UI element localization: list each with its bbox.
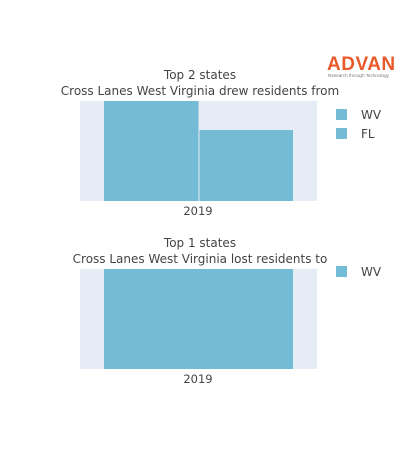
chart-2-subtitle: Cross Lanes West Virginia lost residents… (73, 252, 328, 266)
chart-2-legend: WV (336, 265, 382, 279)
chart-1-x-tick: 2019 (183, 204, 212, 218)
chart-1-title: Top 2 states (163, 68, 236, 82)
chart-1-bars (104, 101, 293, 201)
chart-2-bars (104, 269, 293, 369)
chart-1-legend-swatch-fl (336, 128, 347, 139)
chart-1-legend-label-fl: FL (361, 127, 375, 141)
chart-2-legend-swatch-wv (336, 266, 347, 277)
chart-1-subtitle: Cross Lanes West Virginia drew residents… (61, 84, 339, 98)
advan-logo: ADVAN Research through Technology (327, 54, 396, 78)
chart-1-legend-swatch-wv (336, 109, 347, 120)
chart-1-legend-label-wv: WV (361, 108, 382, 122)
chart-2-x-tick: 2019 (183, 372, 212, 386)
bar-wv[interactable] (104, 101, 199, 201)
bar-fl[interactable] (199, 130, 294, 201)
chart-1: Top 2 states Cross Lanes West Virginia d… (61, 68, 382, 218)
chart-1-legend-item-wv[interactable]: WV (336, 108, 382, 122)
chart-1-legend: WV FL (336, 108, 382, 141)
chart-2-legend-label-wv: WV (361, 265, 382, 279)
chart-1-legend-item-fl[interactable]: FL (336, 127, 375, 141)
logo-tagline: Research through Technology (328, 73, 390, 78)
logo-brand: ADVAN (327, 54, 396, 75)
chart-2: Top 1 states Cross Lanes West Virginia l… (73, 236, 382, 386)
chart-2-legend-item-wv[interactable]: WV (336, 265, 382, 279)
chart-2-title: Top 1 states (163, 236, 236, 250)
bar-wv[interactable] (104, 269, 293, 369)
